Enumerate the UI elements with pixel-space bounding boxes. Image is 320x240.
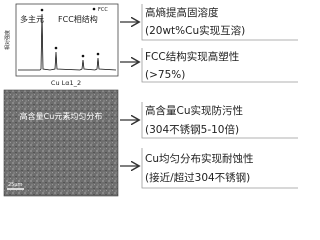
figure: 相对强度 Cu Lα1_2 多主元 FCC相结构 FCC 高含量Cu元素均匀分布… xyxy=(3,3,298,197)
y-axis-label: 相对强度 xyxy=(4,30,11,50)
items: 高熵提高固溶度 (20wt%Cu实现互溶) FCC结构实现高塑性 (>75%) … xyxy=(141,4,298,189)
legend-marker xyxy=(92,7,96,11)
item-title: Cu均匀分布实现耐蚀性 xyxy=(145,152,254,165)
scale-label: 25μm xyxy=(8,182,23,188)
xrd-frame xyxy=(15,3,119,77)
item-detail: (接近/超过304不锈钢) xyxy=(145,171,250,184)
item-frame xyxy=(141,102,298,139)
arrows xyxy=(120,22,138,166)
item-title: 高含量Cu实现防污性 xyxy=(145,104,243,117)
xrd-curve xyxy=(18,13,117,71)
legend-label: FCC xyxy=(98,7,108,13)
peak-markers xyxy=(40,8,100,58)
item-frame xyxy=(141,148,298,189)
note: FCC相结构 xyxy=(58,14,98,24)
sem-image xyxy=(3,89,119,197)
item-title: 高熵提高固溶度 xyxy=(145,6,219,19)
x-axis-label: Cu Lα1_2 xyxy=(51,79,81,87)
item-title: FCC结构实现高塑性 xyxy=(145,50,239,63)
note: 多主元 xyxy=(20,14,44,24)
item-detail: (>75%) xyxy=(145,69,185,81)
sem-panel: 高含量Cu元素均匀分布 25μm xyxy=(3,89,119,197)
item-frame xyxy=(141,48,298,83)
sem-caption: 高含量Cu元素均匀分布 xyxy=(20,111,103,121)
item-detail: (304不锈钢5-10倍) xyxy=(145,123,239,136)
xrd-panel: 相对强度 Cu Lα1_2 多主元 FCC相结构 FCC xyxy=(4,3,119,87)
item-detail: (20wt%Cu实现互溶) xyxy=(145,24,245,37)
item-frame xyxy=(141,4,298,41)
